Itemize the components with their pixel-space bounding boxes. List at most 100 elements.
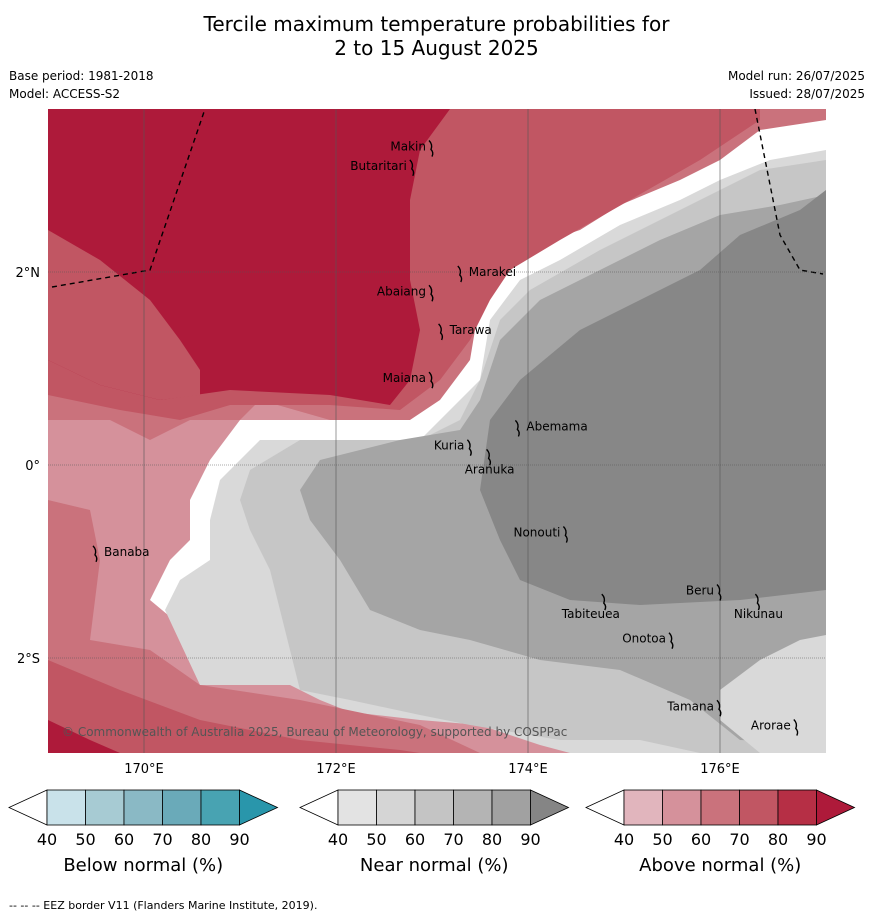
- lat-tick-label: 0°: [25, 459, 40, 474]
- issued-date: Issued: 28/07/2025: [749, 87, 865, 101]
- island-nonouti: [562, 526, 568, 543]
- colorbar-segment: [453, 789, 493, 826]
- colorbar-segment: [623, 789, 663, 826]
- colorbar-tick-label: 80: [482, 830, 502, 849]
- colorbar-tick-label: 50: [75, 830, 95, 849]
- model-run: Model run: 26/07/2025: [727, 69, 865, 83]
- colorbar-max-arrow: [816, 789, 856, 826]
- place-label-nikunau: Nikunau: [734, 607, 783, 621]
- colorbar-segment: [46, 789, 86, 826]
- place-label-makin: Makin: [390, 140, 426, 154]
- island-kuria: [466, 439, 472, 457]
- colorbar-segment: [376, 789, 416, 826]
- place-label-tarawa: Tarawa: [449, 323, 492, 337]
- place-labels: Makin Butaritari Marakei Abaiang Tarawa Maian…: [104, 140, 791, 733]
- colorbar-segment: [414, 789, 454, 826]
- colorbar-tick-label: 80: [191, 830, 211, 849]
- probability-field: Makin Butaritari Marakei Abaiang Tarawa Maian…: [48, 109, 826, 753]
- lat-tick-label: 2°S: [17, 652, 40, 667]
- meta-left: Base period: 1981-2018 Model: ACCESS-S2: [9, 67, 154, 103]
- colorbar-tick-label: 70: [729, 830, 749, 849]
- island-outlines: [92, 140, 799, 736]
- island-abaiang: [428, 284, 434, 302]
- eez-border-west: [51, 109, 206, 288]
- colorbar-segment: [662, 789, 702, 826]
- island-tarawa: [438, 323, 444, 341]
- title-line-2: 2 to 15 August 2025: [334, 36, 539, 60]
- place-label-onotoa: Onotoa: [622, 632, 666, 646]
- place-label-kuria: Kuria: [434, 439, 465, 453]
- island-nikunau: [754, 593, 760, 611]
- colorbar-segment: [700, 789, 740, 826]
- colorbar-segment: [777, 789, 817, 826]
- colorbar-segment: [162, 789, 202, 826]
- colorbar-tick-label: 50: [652, 830, 672, 849]
- colorbar-2: 40 50 60 70 80 90 Near normal (%): [299, 789, 570, 876]
- band-near-80: [480, 190, 826, 605]
- colorbar-max-arrow: [530, 789, 570, 826]
- copyright-text: © Commonwealth of Australia 2025, Bureau…: [62, 725, 567, 739]
- place-label-marakei: Marakei: [469, 265, 516, 279]
- island-onotoa: [668, 632, 674, 650]
- place-label-tamana: Tamana: [666, 699, 714, 713]
- place-label-tabiteuea: Tabiteuea: [561, 607, 620, 621]
- colorbar-segment: [337, 789, 377, 826]
- colorbar-label: Above normal (%): [639, 855, 801, 876]
- tick-labels: 2°N 0° 2°S 170°E 172°E 174°E 176°E: [16, 266, 740, 777]
- island-marakei: [457, 265, 463, 283]
- band-above-80-west: [48, 230, 200, 400]
- colorbar-min-arrow: [299, 789, 339, 826]
- colorbar-tick-label: 60: [405, 830, 425, 849]
- lat-tick-label: 2°N: [16, 266, 41, 281]
- colorbar-tick-label: 90: [520, 830, 540, 849]
- band-near-50-southeast: [720, 635, 826, 753]
- place-label-butaritari: Butaritari: [350, 159, 407, 173]
- model-name: Model: ACCESS-S2: [9, 87, 121, 101]
- eez-border-east: [754, 109, 824, 275]
- place-label-beru: Beru: [686, 583, 714, 597]
- colorbar-tick-label: 60: [691, 830, 711, 849]
- colorbar-tick-label: 40: [328, 830, 348, 849]
- colorbar-tick-label: 60: [114, 830, 134, 849]
- colorbar-segment: [739, 789, 779, 826]
- island-butaritari: [409, 159, 415, 177]
- map-title: Tercile maximum temperature probabilitie…: [0, 12, 873, 60]
- colorbar-tick-label: 40: [614, 830, 634, 849]
- gridlines: [48, 109, 826, 753]
- island-tabiteuea: [601, 593, 607, 611]
- title-line-1: Tercile maximum temperature probabilitie…: [203, 12, 670, 36]
- island-aranuka: [486, 448, 492, 466]
- colorbar-tick-label: 80: [768, 830, 788, 849]
- island-tamana: [716, 699, 722, 717]
- colorbar-min-arrow: [585, 789, 625, 826]
- lon-tick-label: 170°E: [124, 762, 164, 777]
- colorbar-tick-label: 90: [229, 830, 249, 849]
- base-period: Base period: 1981-2018: [9, 69, 154, 83]
- colorbar-segment: [200, 789, 240, 826]
- colorbar-tick-label: 70: [443, 830, 463, 849]
- place-label-maiana: Maiana: [383, 371, 426, 385]
- band-above-80-southwest-corner: [48, 660, 420, 753]
- place-label-nonouti: Nonouti: [513, 526, 560, 540]
- colorbar-tick-label: 90: [806, 830, 826, 849]
- colorbars: 40 50 60 70 80 90 Below normal (%) 40 50 60 70 80 90…: [8, 789, 856, 876]
- colorbar-tick-label: 50: [366, 830, 386, 849]
- island-makin: [428, 140, 434, 157]
- colorbar-segment: [491, 789, 531, 826]
- island-abemama: [514, 419, 520, 437]
- meta-right: Model run: 26/07/2025 Issued: 28/07/2025: [728, 67, 865, 103]
- place-label-abemama: Abemama: [526, 419, 587, 433]
- colorbar-label: Near normal (%): [360, 855, 509, 876]
- colorbar-tick-label: 70: [152, 830, 172, 849]
- island-arorae: [793, 719, 799, 736]
- place-label-banaba: Banaba: [104, 545, 150, 559]
- island-banaba: [92, 545, 98, 563]
- colorbar-min-arrow: [8, 789, 48, 826]
- lon-tick-label: 176°E: [700, 762, 740, 777]
- colorbar-tick-label: 40: [37, 830, 57, 849]
- island-beru: [716, 583, 722, 601]
- place-label-aranuka: Aranuka: [465, 462, 515, 476]
- colorbar-label: Below normal (%): [63, 855, 223, 876]
- lon-tick-label: 174°E: [508, 762, 548, 777]
